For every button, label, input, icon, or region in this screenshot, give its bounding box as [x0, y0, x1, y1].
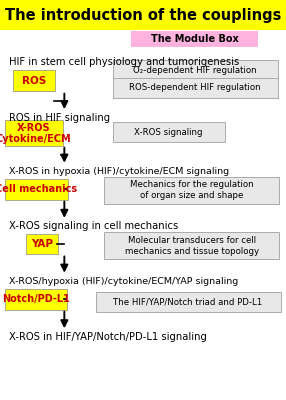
Text: X-ROS signaling in cell mechanics: X-ROS signaling in cell mechanics	[9, 222, 178, 231]
Text: YAP: YAP	[31, 239, 53, 249]
FancyBboxPatch shape	[113, 78, 278, 98]
FancyBboxPatch shape	[131, 31, 258, 47]
FancyBboxPatch shape	[104, 232, 279, 259]
Text: O₂-dependent HIF regulation: O₂-dependent HIF regulation	[133, 66, 257, 75]
Text: ROS in HIF signaling: ROS in HIF signaling	[9, 113, 110, 122]
Text: Cell mechanics: Cell mechanics	[0, 184, 78, 194]
FancyBboxPatch shape	[113, 60, 278, 80]
FancyBboxPatch shape	[5, 289, 67, 310]
Text: The introduction of the couplings: The introduction of the couplings	[5, 8, 281, 23]
FancyBboxPatch shape	[5, 120, 63, 146]
Text: Molecular transducers for cell
mechanics and tissue topology: Molecular transducers for cell mechanics…	[125, 236, 259, 256]
FancyBboxPatch shape	[5, 179, 68, 200]
Text: X-ROS in HIF/YAP/Notch/PD-L1 signaling: X-ROS in HIF/YAP/Notch/PD-L1 signaling	[9, 332, 206, 342]
FancyBboxPatch shape	[113, 122, 225, 142]
FancyBboxPatch shape	[104, 177, 279, 204]
Text: X-ROS
Cytokine/ECM: X-ROS Cytokine/ECM	[0, 123, 72, 144]
Text: The HIF/YAP/Notch triad and PD-L1: The HIF/YAP/Notch triad and PD-L1	[114, 297, 263, 306]
Text: HIF in stem cell physiology and tumorigenesis: HIF in stem cell physiology and tumorige…	[9, 57, 239, 67]
Text: The Module Box: The Module Box	[151, 34, 238, 44]
FancyBboxPatch shape	[13, 70, 55, 91]
FancyBboxPatch shape	[96, 292, 281, 312]
Text: X-ROS/hypoxia (HIF)/cytokine/ECM/YAP signaling: X-ROS/hypoxia (HIF)/cytokine/ECM/YAP sig…	[9, 277, 238, 286]
FancyBboxPatch shape	[0, 0, 286, 30]
FancyBboxPatch shape	[26, 234, 58, 254]
Text: X-ROS signaling: X-ROS signaling	[134, 128, 203, 137]
Text: X-ROS in hypoxia (HIF)/cytokine/ECM signaling: X-ROS in hypoxia (HIF)/cytokine/ECM sign…	[9, 167, 229, 176]
Text: Notch/PD-L1: Notch/PD-L1	[2, 294, 70, 304]
Text: ROS-dependent HIF regulation: ROS-dependent HIF regulation	[129, 83, 261, 92]
Text: ROS: ROS	[22, 76, 46, 86]
Text: Mechanics for the regulation
of organ size and shape: Mechanics for the regulation of organ si…	[130, 180, 253, 200]
